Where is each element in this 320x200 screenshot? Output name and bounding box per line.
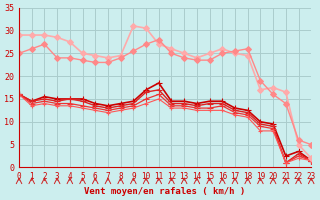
X-axis label: Vent moyen/en rafales ( km/h ): Vent moyen/en rafales ( km/h ) [84,187,246,196]
